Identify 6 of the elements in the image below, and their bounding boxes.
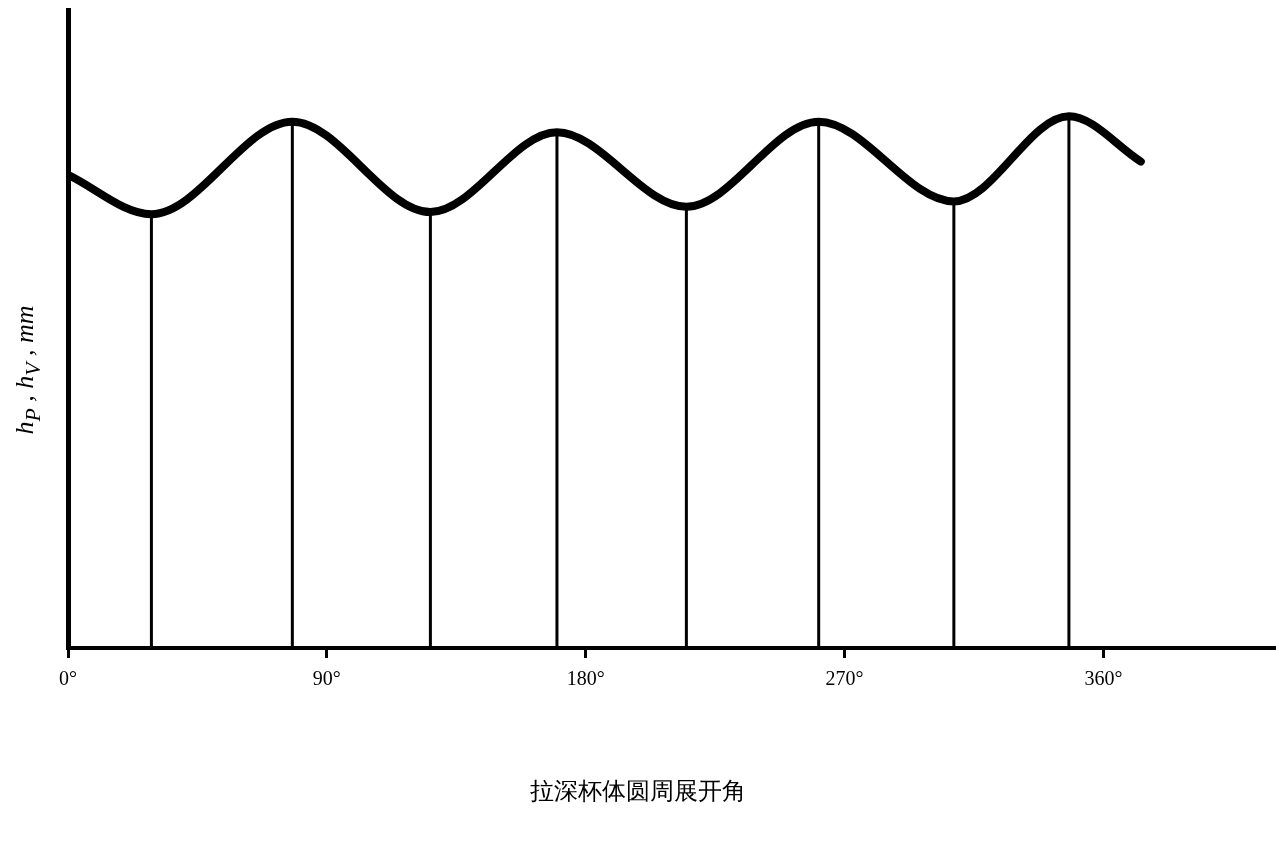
x-tick-label: 90° [312, 667, 341, 690]
x-tick-label: 0° [59, 667, 77, 690]
x-tick-label: 360° [1084, 667, 1123, 690]
x-tick-label: 270° [825, 667, 864, 690]
x-tick-label: 180° [566, 667, 605, 690]
x-axis-title: 拉深杯体圆周展开角 [529, 776, 747, 807]
